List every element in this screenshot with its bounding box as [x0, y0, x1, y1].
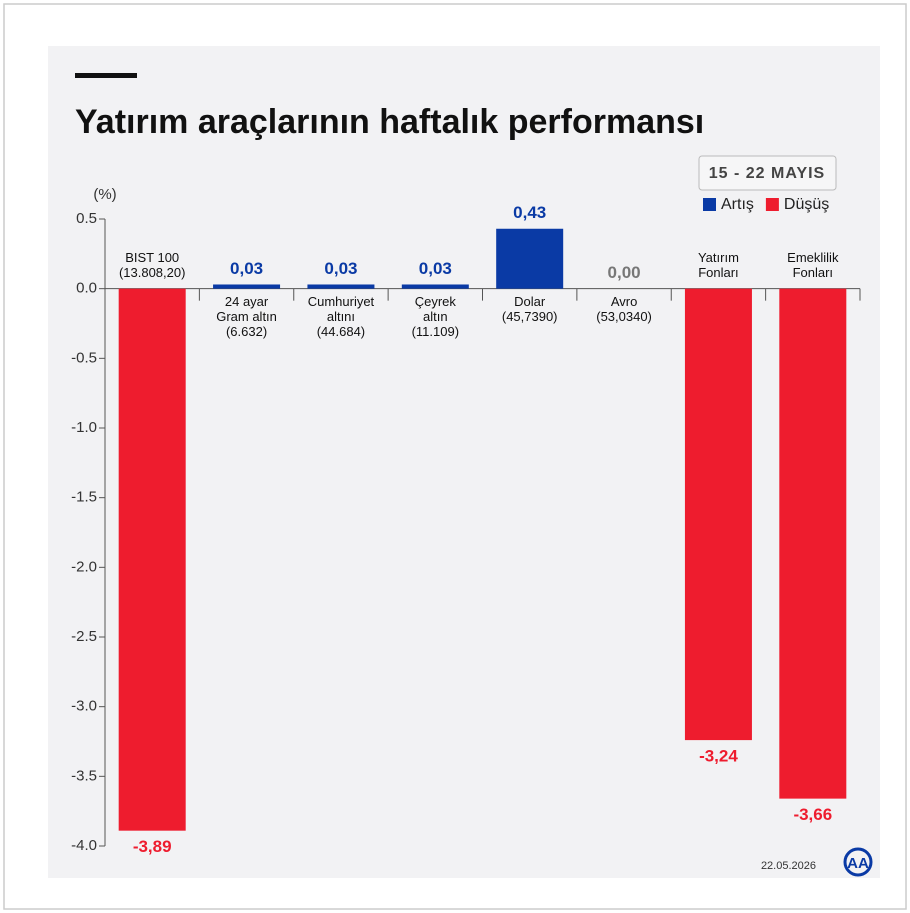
y-tick-label: -2.0 — [71, 558, 97, 575]
x-tick-label: Dolar — [514, 294, 546, 309]
x-tick-label: Yatırım — [698, 250, 739, 265]
x-tick-label: (11.109) — [412, 324, 459, 339]
y-tick-label: 0.5 — [76, 210, 97, 227]
value-label: 0,03 — [419, 259, 452, 278]
x-tick-label: Çeyrek — [415, 294, 457, 309]
x-tick-label: (6.632) — [226, 324, 267, 339]
value-label: -3,66 — [793, 805, 832, 824]
chart-title: Yatırım araçlarının haftalık performansı — [75, 103, 704, 141]
value-label: 0,43 — [513, 203, 546, 222]
bar — [307, 284, 375, 289]
x-tick-label: Gram altın — [216, 309, 277, 324]
y-tick-label: -1.0 — [71, 419, 97, 436]
y-tick-label: -3.0 — [71, 698, 97, 715]
title-rule — [75, 73, 137, 78]
bar — [213, 284, 281, 289]
period-box — [698, 155, 837, 191]
y-tick-label: -1.5 — [71, 489, 97, 506]
bar — [401, 284, 469, 289]
x-tick-label: Fonları — [698, 265, 738, 280]
y-tick-label: -3.5 — [71, 767, 97, 784]
x-tick-label: 24 ayar — [225, 294, 269, 309]
date: 22.05.2026 — [761, 860, 816, 872]
value-label: 0,00 — [608, 263, 641, 282]
value-label: 0,03 — [324, 259, 357, 278]
y-tick-label: 0.0 — [76, 280, 97, 297]
legend-label: Düşüş — [784, 196, 829, 213]
value-label: -3,24 — [699, 747, 738, 766]
bar — [496, 228, 564, 289]
period: 15 - 22 MAYIS — [709, 165, 825, 182]
x-tick-label: BIST 100 — [125, 250, 179, 265]
value-label: 0,03 — [230, 259, 263, 278]
x-tick-label: (13.808,20) — [119, 265, 186, 280]
logo: AA — [843, 847, 873, 877]
x-tick-label: Cumhuriyet — [308, 294, 375, 309]
x-tick-label: Avro — [611, 294, 638, 309]
y-tick-label: -2.5 — [71, 628, 97, 645]
y-tick-label: -4.0 — [71, 837, 97, 854]
x-tick-label: (45,7390) — [502, 309, 558, 324]
y-tick-label: -0.5 — [71, 349, 97, 366]
value-label: -3,89 — [133, 837, 172, 856]
x-tick-label: Emeklilik — [787, 250, 839, 265]
bar — [779, 288, 847, 799]
x-tick-label: altın — [423, 309, 448, 324]
bar — [684, 288, 752, 741]
legend-swatch — [703, 198, 716, 211]
x-tick-label: Fonları — [793, 265, 833, 280]
x-tick-label: (44.684) — [317, 324, 365, 339]
legend-swatch — [765, 198, 779, 211]
x-tick-label: (53,0340) — [596, 309, 652, 324]
unit-label: (%) — [93, 186, 116, 203]
legend-label: Artış — [721, 196, 754, 213]
x-tick-label: altını — [327, 309, 355, 324]
bar — [118, 288, 186, 831]
svg-text:AA: AA — [847, 855, 869, 872]
